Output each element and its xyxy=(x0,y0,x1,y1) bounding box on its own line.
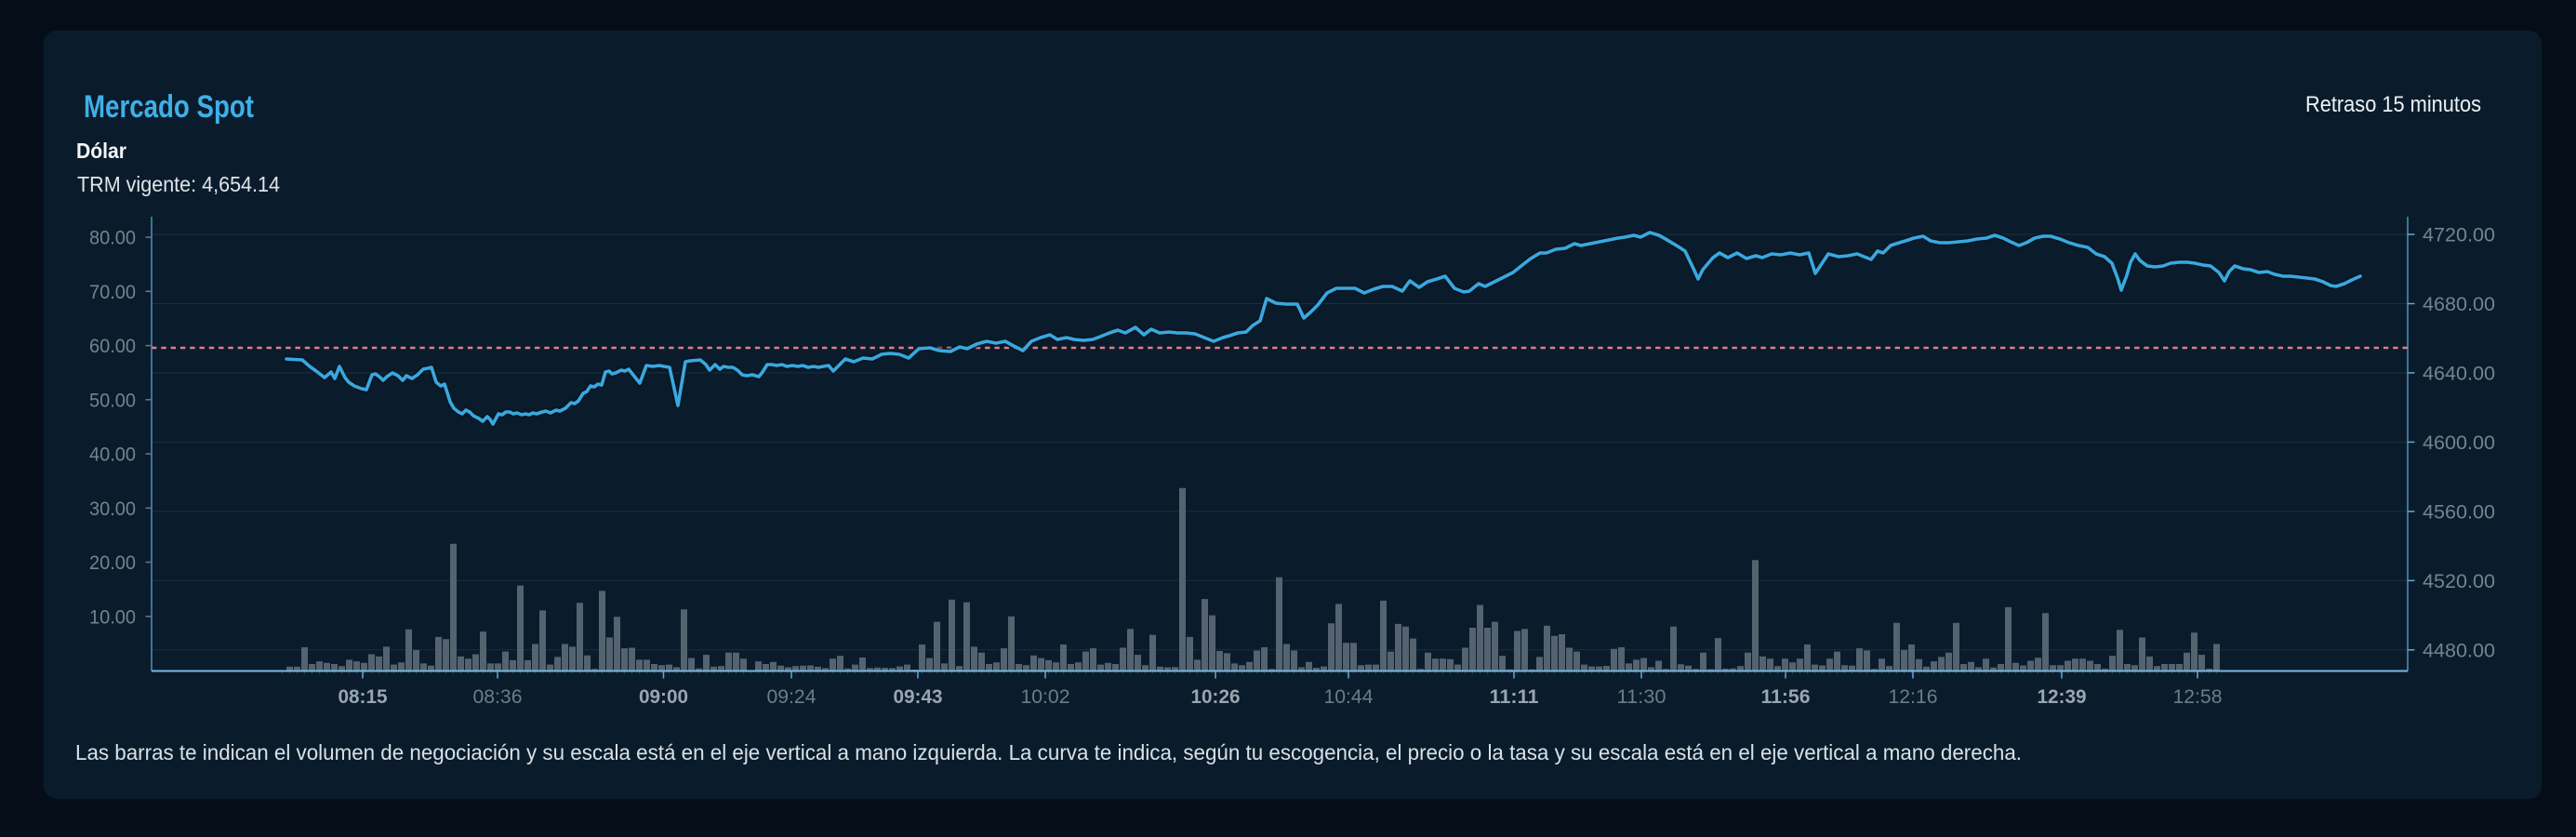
svg-text:10.00: 10.00 xyxy=(89,606,136,628)
svg-text:Dólar: Dólar xyxy=(76,139,126,163)
svg-text:12:58: 12:58 xyxy=(2173,686,2223,708)
svg-text:40.00: 40.00 xyxy=(89,445,136,466)
svg-text:4680.00: 4680.00 xyxy=(2423,294,2495,315)
svg-text:60.00: 60.00 xyxy=(89,336,136,357)
svg-text:20.00: 20.00 xyxy=(89,552,136,574)
svg-text:4640.00: 4640.00 xyxy=(2423,363,2495,384)
svg-text:11:56: 11:56 xyxy=(1761,686,1811,708)
svg-text:70.00: 70.00 xyxy=(89,282,136,303)
svg-text:09:43: 09:43 xyxy=(894,686,943,708)
svg-text:4480.00: 4480.00 xyxy=(2423,640,2495,661)
svg-text:50.00: 50.00 xyxy=(89,390,136,411)
svg-text:12:39: 12:39 xyxy=(2038,686,2087,708)
svg-text:Mercado Spot: Mercado Spot xyxy=(84,89,254,125)
svg-text:12:16: 12:16 xyxy=(1889,686,1938,708)
svg-text:11:30: 11:30 xyxy=(1617,686,1666,708)
svg-text:10:26: 10:26 xyxy=(1191,686,1241,708)
svg-text:09:24: 09:24 xyxy=(767,686,817,708)
svg-text:09:00: 09:00 xyxy=(639,686,688,708)
svg-text:4520.00: 4520.00 xyxy=(2423,571,2495,592)
svg-text:10:44: 10:44 xyxy=(1324,686,1374,708)
svg-text:TRM vigente: 4,654.14: TRM vigente: 4,654.14 xyxy=(77,172,280,196)
svg-text:30.00: 30.00 xyxy=(89,498,136,520)
svg-text:80.00: 80.00 xyxy=(89,228,136,249)
svg-text:4600.00: 4600.00 xyxy=(2423,432,2495,454)
svg-text:10:02: 10:02 xyxy=(1021,686,1070,708)
svg-text:08:15: 08:15 xyxy=(339,686,388,708)
svg-text:4720.00: 4720.00 xyxy=(2423,225,2495,246)
svg-text:Las barras te indican el volum: Las barras te indican el volumen de nego… xyxy=(75,740,2022,764)
svg-text:08:36: 08:36 xyxy=(473,686,523,708)
svg-text:4560.00: 4560.00 xyxy=(2423,501,2495,523)
svg-text:Retraso 15 minutos: Retraso 15 minutos xyxy=(2305,92,2481,117)
svg-text:11:11: 11:11 xyxy=(1490,686,1539,708)
